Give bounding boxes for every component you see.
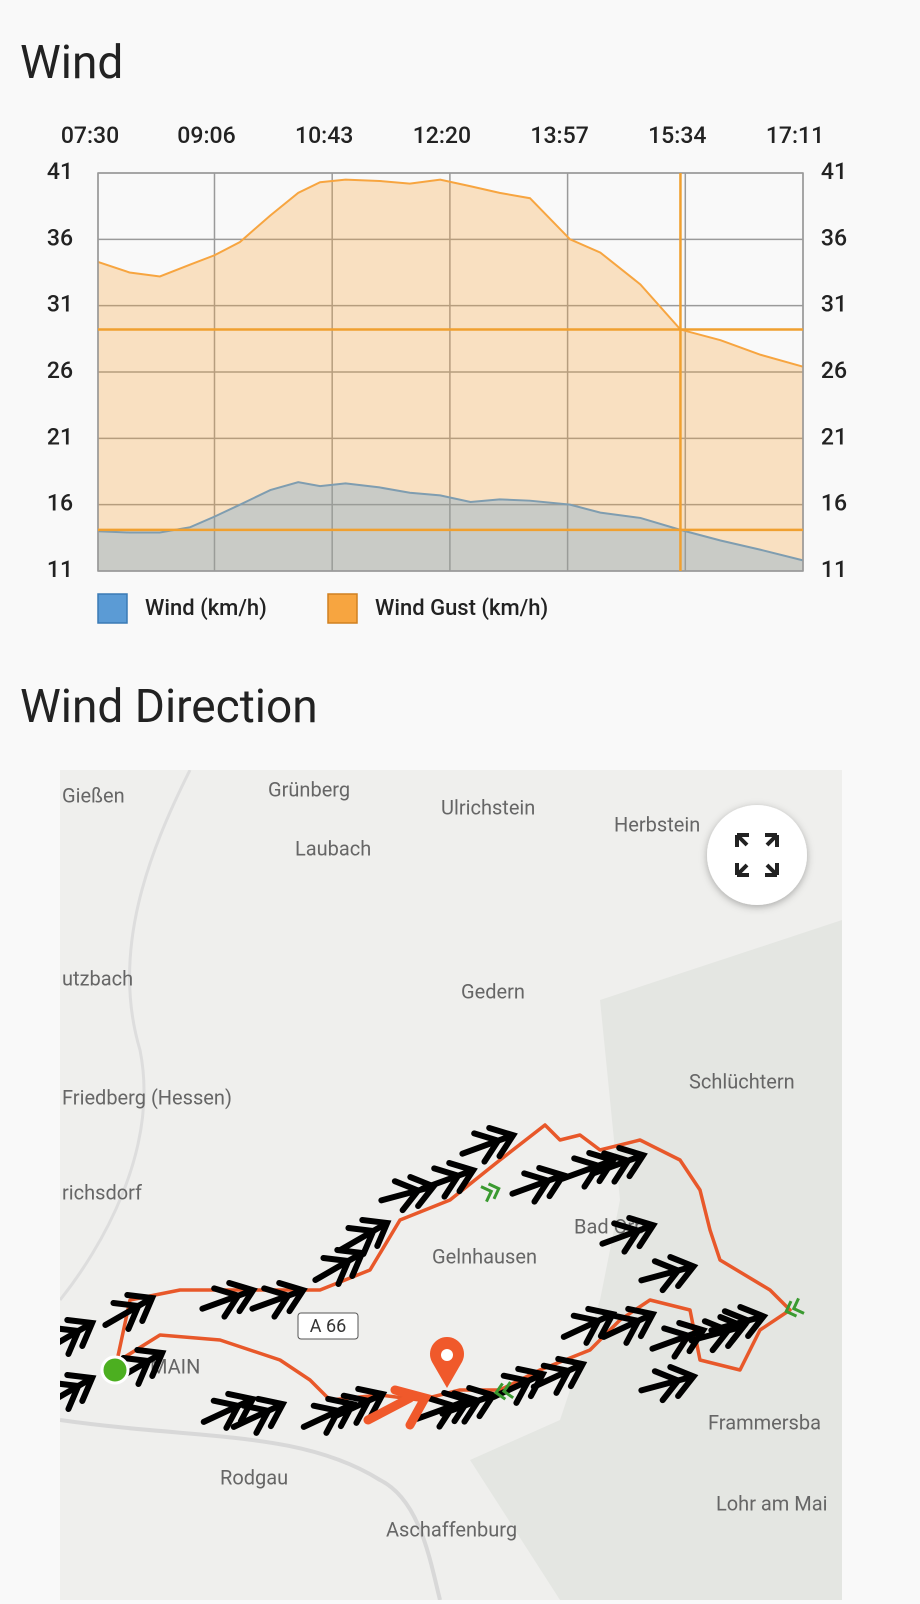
wind-arrow xyxy=(530,1355,588,1396)
y-tick-label: 31 xyxy=(47,291,73,318)
place-label: Gießen xyxy=(62,783,125,807)
heading: Wind Direction xyxy=(20,680,318,734)
y-tick-label: 11 xyxy=(47,556,73,583)
wind-arrow xyxy=(300,1395,358,1436)
green-chevron xyxy=(480,1182,501,1203)
heading: Wind xyxy=(20,36,123,90)
series-line xyxy=(97,178,804,368)
places: Gießen Grünberg Ulrichstein Herbstein Laubac… xyxy=(62,777,828,1541)
wind-arrow xyxy=(199,1279,258,1320)
series-line xyxy=(97,481,804,562)
position-arrow xyxy=(363,1385,432,1430)
wind-arrow xyxy=(60,1317,97,1357)
y-tick-label: 26 xyxy=(47,357,73,384)
place-label: Laubach xyxy=(295,836,371,860)
pin-dot xyxy=(441,1349,453,1361)
place-label: Herbstein xyxy=(614,812,700,836)
legend-swatch xyxy=(97,593,128,624)
place-label: Frammersba xyxy=(708,1410,821,1434)
wind-arrow xyxy=(419,1159,478,1200)
location-pin xyxy=(430,1337,464,1388)
wind-arrow xyxy=(230,1395,288,1436)
road-label: A 66 xyxy=(310,1316,346,1337)
wind-arrow xyxy=(638,1254,699,1294)
y-tick-label: 21 xyxy=(47,423,73,450)
wind-arrow xyxy=(459,1124,518,1165)
river xyxy=(60,1418,442,1600)
wind-arrow xyxy=(337,1217,392,1257)
green-chevron xyxy=(784,1297,805,1318)
expand-icon xyxy=(735,833,779,877)
expand-button[interactable] xyxy=(707,805,807,905)
x-tick-label: 12:20 xyxy=(413,122,471,149)
wind-arrow xyxy=(638,1364,699,1404)
legend-label: Wind Gust (km/h) xyxy=(375,596,548,621)
place-label: Gedern xyxy=(461,979,525,1003)
y-tick-label-right: 16 xyxy=(821,490,847,517)
place-label: Gelnhausen xyxy=(432,1244,537,1268)
y-tick-label-right: 36 xyxy=(821,224,847,251)
place-label: Schlüchtern xyxy=(689,1069,795,1093)
place-label: Friedberg (Hessen) xyxy=(62,1085,232,1109)
place-label: Grünberg xyxy=(268,777,350,801)
wind-arrow xyxy=(599,1214,658,1255)
legend-label: Wind (km/h) xyxy=(145,596,267,621)
wind-chart: 11 11 16 16 21 21 26 26 31 31 36 36 41 41 07:30 09:06 10… xyxy=(47,122,847,624)
wind-arrow xyxy=(60,1372,97,1412)
x-tick-label: 07:30 xyxy=(61,122,119,149)
green-chevron xyxy=(493,1381,515,1401)
y-tick-label-right: 41 xyxy=(821,158,847,185)
wind-arrows xyxy=(60,1124,805,1436)
place-label: Rodgau xyxy=(220,1465,288,1489)
route xyxy=(113,1123,792,1402)
plot-border xyxy=(97,172,804,572)
y-tick-label-right: 11 xyxy=(821,556,847,583)
road-sign xyxy=(297,1312,359,1340)
y-tick-label: 36 xyxy=(47,224,73,251)
legend-swatch xyxy=(327,593,358,624)
x-tick-label: 17:11 xyxy=(766,122,824,149)
area-fill xyxy=(98,179,803,571)
y-tick-label: 16 xyxy=(47,490,73,517)
wind-arrow xyxy=(589,1144,648,1185)
wind-arrow xyxy=(330,1385,388,1426)
wind-arrow xyxy=(708,1304,769,1344)
road xyxy=(60,770,192,1301)
y-tick-label-right: 21 xyxy=(821,423,847,450)
map[interactable]: Gießen Grünberg Ulrichstein Herbstein Laubac… xyxy=(38,770,842,1600)
y-tick-label-right: 26 xyxy=(821,357,847,384)
wind-arrow xyxy=(509,1164,568,1205)
wind-arrow xyxy=(649,1319,708,1360)
place-label: Lohr am Mai xyxy=(716,1491,828,1515)
wind-arrow xyxy=(249,1279,308,1320)
area-fill xyxy=(98,482,803,571)
y-tick-label: 41 xyxy=(47,158,73,185)
y-tick-label-right: 31 xyxy=(821,291,847,318)
wind-arrow xyxy=(102,1292,157,1332)
wind-arrow xyxy=(559,1149,618,1190)
place-label: utzbach xyxy=(62,966,133,990)
x-tick-label: 09:06 xyxy=(177,122,235,149)
place-label: Ulrichstein xyxy=(441,795,535,819)
x-tick-label: 10:43 xyxy=(295,122,353,149)
wind-arrow xyxy=(600,1305,658,1346)
place-label: richsdorf xyxy=(62,1180,142,1204)
place-label: Aschaffenburg xyxy=(386,1517,517,1541)
start-marker xyxy=(100,1355,130,1385)
x-tick-label: 15:34 xyxy=(648,122,706,149)
x-tick-label: 13:57 xyxy=(530,122,588,149)
